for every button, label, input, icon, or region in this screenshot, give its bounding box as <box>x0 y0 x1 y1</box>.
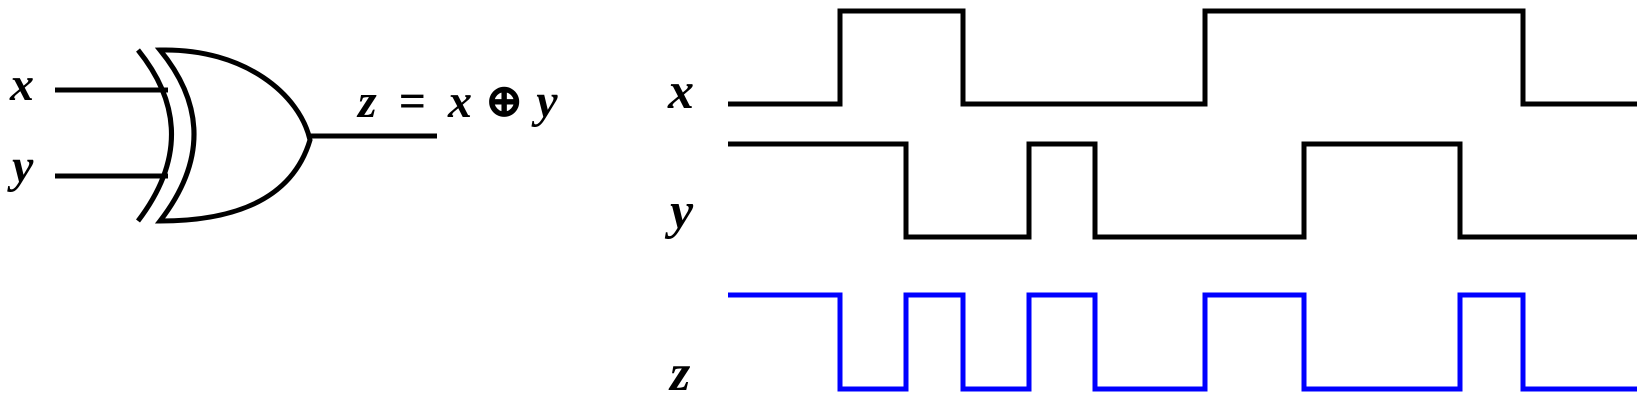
waveform-z <box>728 292 1637 392</box>
equation-lhs: z <box>356 75 377 128</box>
timing-diagram: x y z <box>664 8 1637 402</box>
timing-label-y: y <box>664 183 694 240</box>
gate-output-equation: z = x ⊕ y <box>356 75 558 128</box>
equation-operand-b: y <box>531 75 558 128</box>
timing-waveforms <box>728 8 1637 392</box>
gate-input-label-y: y <box>7 140 34 193</box>
waveform-x <box>728 8 1637 107</box>
gate-body <box>154 47 313 224</box>
xor-gate: x y z = x ⊕ y <box>7 47 558 224</box>
timing-label-z: z <box>668 345 691 402</box>
waveform-y <box>728 141 1637 240</box>
equation-equals: = <box>399 75 426 128</box>
timing-label-x: x <box>667 63 694 120</box>
equation-operand-a: x <box>447 75 472 128</box>
gate-input-label-x: x <box>9 58 34 111</box>
gate-xor-back-curve <box>136 48 174 223</box>
equation-xor-operator: ⊕ <box>484 75 524 128</box>
